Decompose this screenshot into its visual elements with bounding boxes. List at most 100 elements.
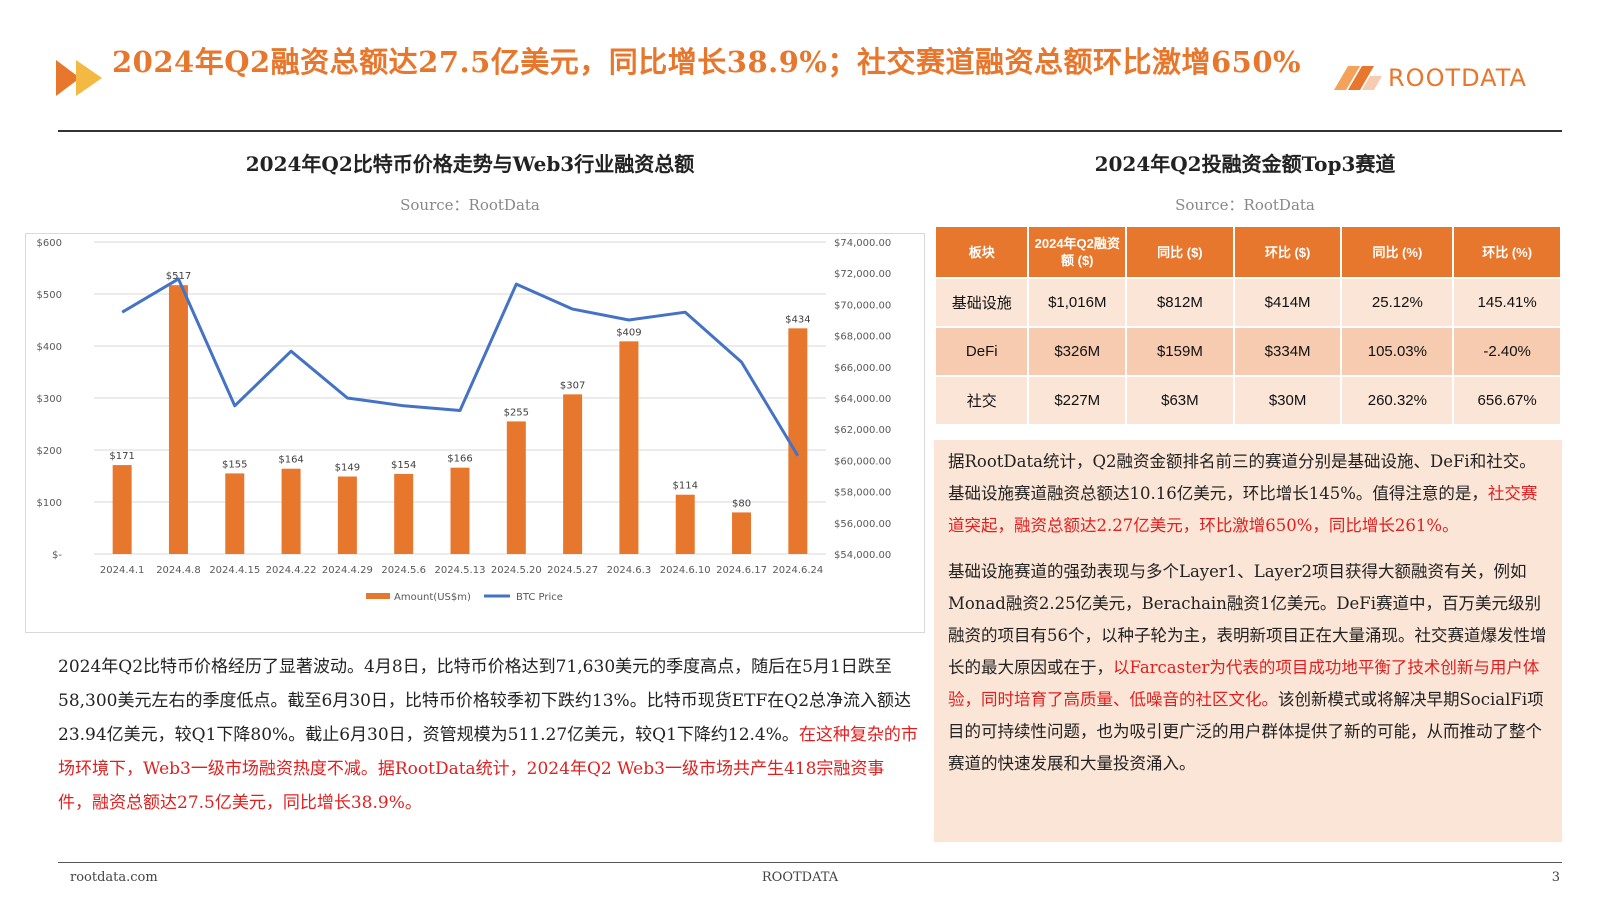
y-left-tick-label: $- (52, 550, 62, 561)
y-right-tick-label: $56,000.00 (834, 519, 891, 530)
table-row: DeFi $326M $159M $334M 105.03% -2.40% (933, 326, 1562, 377)
th-sector: 板块 (933, 225, 1030, 279)
table-title: 2024年Q2投融资金额Top3赛道 (1094, 152, 1396, 176)
cell-sector: DeFi (933, 326, 1030, 377)
y-left-tick-label: $600 (37, 238, 62, 249)
y-left-tick-label: $100 (37, 498, 62, 509)
cell-amount: $227M (1027, 375, 1128, 426)
table-row: 社交 $227M $63M $30M 260.32% 656.67% (933, 375, 1562, 426)
right-p2-normal-a: 基础设施赛道的强劲表现与多个Layer1、Layer2项目获得大额融资有关，例如… (948, 562, 1547, 677)
y-right-tick-label: $54,000.00 (834, 550, 891, 561)
header: 2024年Q2融资总额达27.5亿美元，同比增长38.9%；社交赛道融资总额环比… (0, 0, 1600, 130)
cell-qoq-abs: $414M (1232, 277, 1343, 328)
th-yoy-abs: 同比 ($) (1125, 225, 1235, 279)
x-tick-label: 2024.6.3 (607, 565, 652, 576)
bar-data-label: $149 (335, 463, 360, 474)
x-tick-label: 2024.6.24 (772, 565, 823, 576)
y-right-tick-label: $60,000.00 (834, 456, 891, 467)
cell-qoq-pct: 145.41% (1452, 277, 1562, 328)
bar (675, 494, 695, 554)
cell-yoy-abs: $159M (1125, 326, 1235, 377)
th-amount: 2024年Q2融资额 ($) (1027, 225, 1128, 279)
bar-data-label: $307 (560, 380, 585, 391)
legend-label-amount: Amount(US$m) (394, 592, 471, 603)
table-row: 基础设施 $1,016M $812M $414M 25.12% 145.41% (933, 277, 1562, 328)
bar (506, 421, 526, 554)
right-paragraph-1: 据RootData统计，Q2融资金额排名前三的赛道分别是基础设施、DeFi和社交… (948, 446, 1550, 542)
x-tick-label: 2024.5.6 (381, 565, 426, 576)
left-text-highlight: 在这种复杂的市场环境下，Web3一级市场融资热度不减。据RootData统计，2… (58, 725, 918, 813)
x-tick-label: 2024.5.27 (547, 565, 598, 576)
x-tick-label: 2024.4.1 (100, 565, 145, 576)
bar (563, 394, 583, 554)
right-p2-normal-b: 该创新模式或将解决早期SocialFi项目的可持续性问题，也为吸引更广泛的用户群… (948, 690, 1544, 773)
right-paragraph-2: 基础设施赛道的强劲表现与多个Layer1、Layer2项目获得大额融资有关，例如… (948, 556, 1550, 780)
y-left-tick-label: $200 (37, 446, 62, 457)
chart-source: Source：RootData (400, 196, 540, 214)
rootdata-logo: ROOTDATA (1330, 58, 1560, 98)
footer-divider (58, 862, 1562, 863)
right-p1-highlight: 社交赛道突起，融资总额达2.27亿美元，环比激增650%，同比增长261%。 (948, 484, 1538, 535)
cell-amount: $1,016M (1027, 277, 1128, 328)
bar-data-label: $255 (504, 407, 529, 418)
top3-sectors-table: 板块 2024年Q2融资额 ($) 同比 ($) 环比 ($) 同比 (%) 环… (933, 225, 1562, 426)
cell-yoy-abs: $812M (1125, 277, 1235, 328)
bar (225, 473, 245, 554)
y-right-tick-label: $62,000.00 (834, 425, 891, 436)
bar-data-label: $114 (673, 481, 698, 492)
page-title: 2024年Q2融资总额达27.5亿美元，同比增长38.9%；社交赛道融资总额环比… (112, 45, 1302, 79)
footer-brand: ROOTDATA (761, 870, 839, 885)
y-right-tick-label: $58,000.00 (834, 488, 891, 499)
x-tick-label: 2024.4.8 (156, 565, 201, 576)
cell-qoq-abs: $334M (1232, 326, 1343, 377)
bar-data-label: $171 (109, 451, 134, 462)
header-divider (58, 130, 1562, 132)
rootdata-logo-icon (1334, 66, 1382, 90)
y-left-tick-label: $500 (37, 290, 62, 301)
bar-data-label: $80 (732, 498, 751, 509)
bar-data-label: $434 (785, 314, 810, 325)
cell-sector: 社交 (933, 375, 1030, 426)
bar-data-label: $164 (278, 455, 303, 466)
left-text-normal: 2024年Q2比特币价格经历了显著波动。4月8日，比特币价格达到71,630美元… (58, 657, 912, 745)
y-right-tick-label: $66,000.00 (834, 363, 891, 374)
table-source: Source：RootData (1175, 196, 1315, 214)
cell-amount: $326M (1027, 326, 1128, 377)
x-tick-label: 2024.4.15 (209, 565, 260, 576)
cell-yoy-pct: 25.12% (1340, 277, 1455, 328)
bar (112, 465, 132, 554)
y-right-tick-label: $72,000.00 (834, 269, 891, 280)
bar (788, 328, 808, 554)
bar (337, 476, 357, 554)
footer-site-link[interactable]: rootdata.com (70, 870, 158, 885)
chart-title: 2024年Q2比特币价格走势与Web3行业融资总额 (245, 152, 695, 176)
y-right-tick-label: $64,000.00 (834, 394, 891, 405)
x-tick-label: 2024.5.20 (491, 565, 542, 576)
legend-swatch-amount (366, 593, 390, 599)
left-analysis-text: 2024年Q2比特币价格经历了显著波动。4月8日，比特币价格达到71,630美元… (58, 650, 918, 820)
x-tick-label: 2024.4.22 (266, 565, 317, 576)
logo-text: ROOTDATA (1388, 64, 1527, 92)
right-p2-highlight: 以Farcaster为代表的项目成功地平衡了技术创新与用户体验，同时培育了高质量… (948, 658, 1540, 709)
cell-qoq-pct: 656.67% (1452, 375, 1562, 426)
chart-svg: $- $100 $200 $300 $400 $500 $600 $54,000.00 $56,… (37, 238, 892, 603)
th-qoq-pct: 环比 (%) (1452, 225, 1562, 279)
bar-data-label: $517 (166, 271, 191, 282)
cell-yoy-pct: 105.03% (1340, 326, 1455, 377)
legend-label-btc: BTC Price (516, 592, 563, 603)
cell-sector: 基础设施 (933, 277, 1030, 328)
bar (394, 473, 414, 554)
page-number: 3 (1551, 870, 1560, 885)
bar-data-label: $409 (616, 327, 641, 338)
right-p1-normal: 据RootData统计，Q2融资金额排名前三的赛道分别是基础设施、DeFi和社交… (948, 452, 1536, 503)
y-right-tick-label: $68,000.00 (834, 332, 891, 343)
bar-data-label: $155 (222, 459, 247, 470)
cell-yoy-pct: 260.32% (1340, 375, 1455, 426)
x-tick-label: 2024.6.17 (716, 565, 767, 576)
y-right-tick-label: $74,000.00 (834, 238, 891, 249)
cell-yoy-abs: $63M (1125, 375, 1235, 426)
bar-data-label: $166 (447, 454, 472, 465)
x-tick-label: 2024.5.13 (435, 565, 486, 576)
x-tick-label: 2024.4.29 (322, 565, 373, 576)
right-analysis-box: 据RootData统计，Q2融资金额排名前三的赛道分别是基础设施、DeFi和社交… (934, 440, 1562, 842)
